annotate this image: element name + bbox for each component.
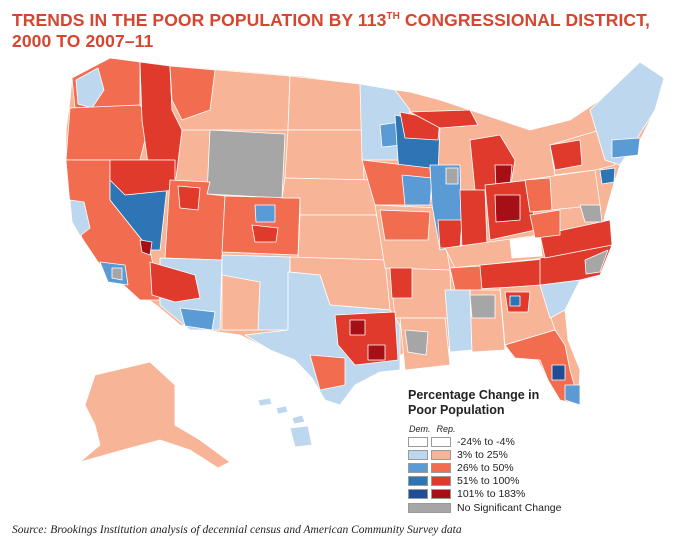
hawaii-big-island — [289, 425, 313, 448]
pueblo-district — [251, 224, 279, 243]
legend-row: 3% to 25% — [408, 448, 648, 461]
orlando-district — [551, 364, 566, 381]
hawaii-oahu — [275, 405, 289, 415]
map-title: TRENDS IN THE POOR POPULATION BY 113TH C… — [12, 6, 672, 52]
arkansas-northwest — [389, 267, 413, 299]
las-vegas-district — [139, 239, 153, 256]
legend-row: 101% to 183% — [408, 488, 648, 501]
legend-row-no-change: No Significant Change — [408, 501, 648, 514]
legend-swatch-dem — [408, 462, 428, 473]
legend-swatch-rep — [431, 436, 451, 447]
title-line2: 2000 TO 2007–11 — [12, 30, 154, 51]
chicago-districts — [445, 167, 459, 185]
iowa-east — [401, 174, 433, 206]
legend-party-header: Dem. Rep. — [408, 424, 648, 434]
title-line1-prefix: TRENDS IN THE POOR POPULATION BY 113 — [12, 9, 387, 30]
legend-row: 51% to 100% — [408, 475, 648, 488]
kansas-region — [297, 214, 386, 261]
florida-region — [504, 329, 581, 406]
pennsylvania-west — [524, 177, 553, 213]
source-note: Source: Brookings Institution analysis o… — [12, 524, 462, 536]
ohio-central — [494, 194, 521, 223]
missouri-north — [379, 209, 431, 241]
legend-label: 26% to 50% — [457, 461, 514, 474]
legend-row: 26% to 50% — [408, 461, 648, 474]
denver-districts — [254, 204, 276, 223]
legend-swatch-no-change — [408, 502, 451, 513]
western-montana — [169, 65, 216, 121]
wyoming-region — [206, 129, 286, 199]
legend-title-line1: Percentage Change in — [408, 388, 540, 402]
hawaii-maui — [291, 414, 306, 425]
us-district-map — [65, 57, 665, 469]
title-superscript: TH — [386, 11, 400, 22]
legend-rows: -24% to -4% 3% to 25% 26% to 50% 51% to 100… — [408, 435, 648, 501]
legend-title: Percentage Change in Poor Population — [408, 388, 648, 418]
legend-swatch-rep — [431, 476, 451, 487]
dallas-core — [349, 319, 366, 336]
legend-swatch-dem — [408, 449, 428, 460]
legend-rep-label: Rep. — [436, 424, 456, 434]
legend-dem-label: Dem. — [409, 424, 431, 434]
indiana-region — [459, 189, 488, 249]
texas-region — [244, 271, 401, 406]
legend-swatch-dem — [408, 436, 428, 447]
legend-label: 101% to 183% — [457, 488, 526, 501]
michigan-upper — [409, 109, 479, 129]
legend-swatch-dem — [408, 476, 428, 487]
legend-label: 51% to 100% — [457, 475, 520, 488]
hawaii-west — [257, 397, 273, 407]
salt-lake-districts — [177, 185, 201, 211]
albuquerque-district — [221, 274, 261, 331]
map-legend: Percentage Change in Poor Population Dem… — [408, 388, 648, 514]
south-dakota-region — [284, 129, 365, 181]
alabama-north — [469, 294, 496, 319]
alaska — [79, 361, 231, 469]
mississippi-region — [444, 289, 473, 353]
tennessee-west — [449, 265, 483, 291]
legend-label: 3% to 25% — [457, 448, 508, 461]
atlanta-core — [509, 295, 521, 307]
los-angeles-dense — [111, 267, 123, 281]
phoenix-districts — [149, 261, 201, 303]
nyc-area — [599, 167, 616, 185]
legend-swatch-rep — [431, 449, 451, 460]
miami-districts — [564, 384, 581, 406]
west-virginia-region — [529, 209, 561, 239]
tucson-districts — [179, 307, 216, 331]
legend-title-line2: Poor Population — [408, 403, 505, 417]
new-england-region — [589, 61, 665, 166]
bay-area-districts — [69, 199, 91, 237]
oregon-region — [65, 104, 151, 161]
legend-label-no-change: No Significant Change — [457, 501, 562, 514]
legend-row: -24% to -4% — [408, 435, 648, 448]
louisiana-south — [404, 329, 429, 356]
north-dakota-region — [287, 75, 363, 131]
legend-label: -24% to -4% — [457, 435, 515, 448]
legend-swatch-dem — [408, 489, 428, 500]
south-texas-region — [309, 354, 346, 391]
maryland-dc-region — [579, 204, 603, 223]
north-carolina-east — [584, 249, 609, 275]
legend-swatch-rep — [431, 489, 451, 500]
seattle-districts — [75, 67, 105, 109]
southern-illinois — [437, 219, 463, 249]
upstate-new-york — [549, 139, 583, 171]
legend-swatch-rep — [431, 462, 451, 473]
virginia-region — [539, 219, 613, 259]
northern-nevada — [109, 159, 176, 196]
massachusetts-region — [611, 137, 641, 159]
houston-core — [367, 344, 386, 361]
kentucky-east — [509, 235, 543, 259]
title-line1-suffix: CONGRESSIONAL DISTRICT, — [399, 9, 650, 30]
